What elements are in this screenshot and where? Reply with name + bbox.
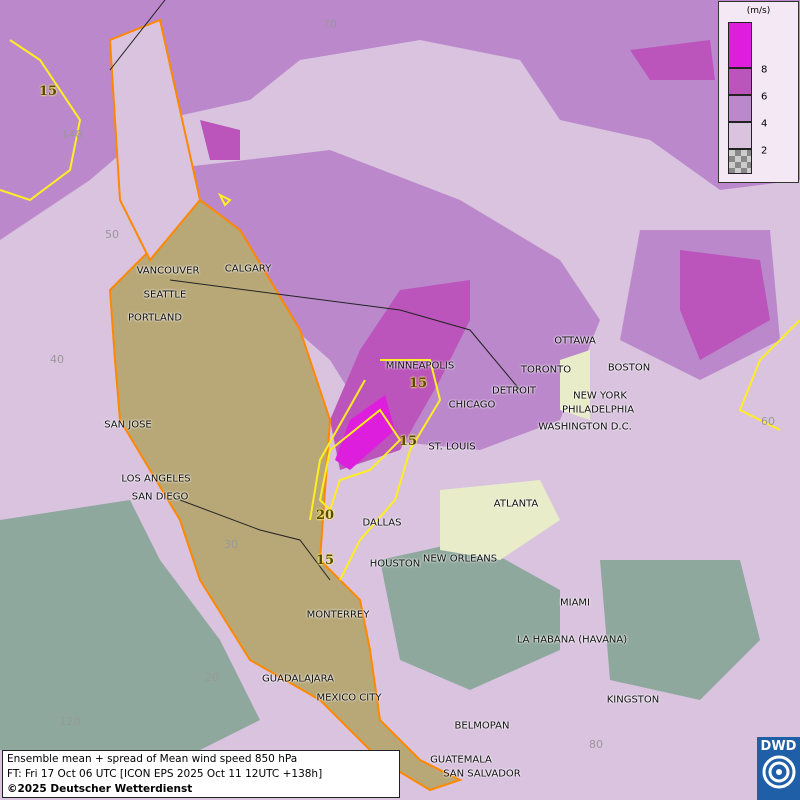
lat-label: 40 bbox=[50, 353, 64, 366]
city-label: LA HABANA (HAVANA) bbox=[516, 634, 628, 646]
city-label: SAN JOSE bbox=[104, 419, 152, 431]
wind-contours bbox=[0, 39, 800, 581]
caption-copyright: ©2025 Deutscher Wetterdienst bbox=[7, 783, 193, 795]
caption-forecast-time: FT: Fri 17 Oct 06 UTC [ICON EPS 2025 Oct… bbox=[7, 768, 323, 780]
city-label: GUADALAJARA bbox=[262, 673, 334, 685]
city-label: KINGSTON bbox=[606, 694, 660, 706]
dwd-logo: DWD bbox=[757, 737, 800, 800]
city-label: CALGARY bbox=[224, 263, 272, 275]
city-label: MONTERREY bbox=[306, 609, 370, 621]
legend-tick: 6 bbox=[761, 91, 768, 103]
city-label: VANCOUVER bbox=[136, 265, 200, 277]
legend-tick: 4 bbox=[761, 118, 768, 130]
color-legend: (m/s) 8 6 4 2 bbox=[718, 1, 799, 183]
caption-title: Ensemble mean + spread of Mean wind spee… bbox=[7, 753, 298, 765]
city-label: SAN DIEGO bbox=[131, 491, 189, 503]
city-label: ATLANTA bbox=[493, 498, 539, 510]
city-label: BOSTON bbox=[607, 362, 651, 374]
lat-label: 20 bbox=[205, 671, 219, 684]
city-label: NEW YORK bbox=[573, 390, 627, 402]
city-label: ST. LOUIS bbox=[428, 441, 476, 453]
lon-label: 120 bbox=[59, 715, 81, 728]
city-label: BELMOPAN bbox=[454, 720, 510, 732]
legend-unit: (m/s) bbox=[746, 6, 771, 16]
dwd-logo-text: DWD bbox=[760, 739, 797, 754]
contour-label: 15 bbox=[398, 434, 418, 449]
lat-label: 70 bbox=[323, 18, 337, 31]
city-label: CHICAGO bbox=[448, 399, 496, 411]
city-label: SEATTLE bbox=[143, 289, 187, 301]
borders bbox=[109, 0, 521, 581]
map-caption: Ensemble mean + spread of Mean wind spee… bbox=[2, 750, 400, 798]
contour-label: 15 bbox=[315, 553, 335, 568]
legend-swatch-above-8 bbox=[728, 22, 752, 68]
city-label: DETROIT bbox=[491, 385, 537, 397]
lon-label: 80 bbox=[589, 738, 603, 751]
city-label: MEXICO CITY bbox=[316, 692, 382, 704]
legend-tick: 8 bbox=[761, 64, 768, 76]
contour-label: 15 bbox=[38, 84, 58, 99]
contour-label: 20 bbox=[315, 508, 335, 523]
lat-label: 30 bbox=[224, 538, 238, 551]
city-label: TORONTO bbox=[520, 364, 572, 376]
contour-label: 15 bbox=[408, 376, 428, 391]
lon-label: 60 bbox=[761, 415, 775, 428]
city-label: DALLAS bbox=[362, 517, 402, 529]
light-terrain-areas bbox=[440, 350, 590, 560]
city-label: PORTLAND bbox=[127, 312, 183, 324]
city-label: HOUSTON bbox=[369, 558, 421, 570]
lon-label: 140 bbox=[61, 128, 83, 141]
legend-tick: 2 bbox=[761, 145, 768, 157]
city-label: MIAMI bbox=[560, 597, 590, 609]
legend-swatch-6-8 bbox=[728, 68, 752, 95]
dwd-swirl-icon bbox=[762, 755, 795, 789]
city-label: WASHINGTON D.C. bbox=[538, 421, 632, 433]
max-wind-area bbox=[335, 395, 395, 470]
city-label: NEW ORLEANS bbox=[422, 553, 498, 565]
city-label: LOS ANGELES bbox=[121, 473, 191, 485]
lat-label: 50 bbox=[105, 228, 119, 241]
legend-swatch-below-2 bbox=[728, 149, 752, 174]
legend-swatch-4-6 bbox=[728, 95, 752, 122]
city-label: SAN SALVADOR bbox=[443, 768, 521, 780]
city-label: GUATEMALA bbox=[430, 754, 492, 766]
land-terrain bbox=[108, 18, 463, 792]
city-label: PHILADELPHIA bbox=[561, 404, 635, 416]
city-label: MINNEAPOLIS bbox=[385, 360, 455, 372]
city-label: OTTAWA bbox=[554, 335, 596, 347]
low-spread-areas bbox=[0, 500, 760, 750]
legend-swatch-2-4 bbox=[728, 122, 752, 149]
